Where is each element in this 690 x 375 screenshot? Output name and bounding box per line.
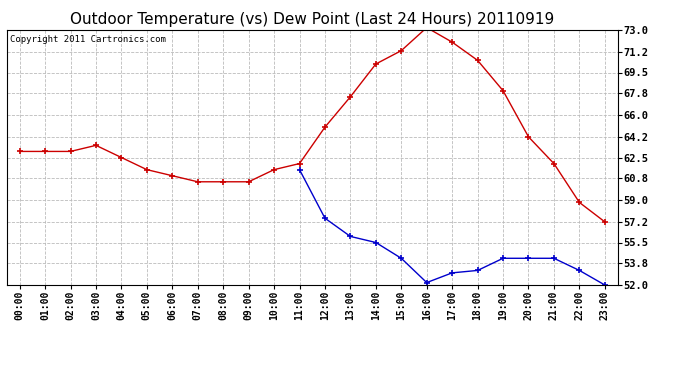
Title: Outdoor Temperature (vs) Dew Point (Last 24 Hours) 20110919: Outdoor Temperature (vs) Dew Point (Last… [70, 12, 554, 27]
Text: Copyright 2011 Cartronics.com: Copyright 2011 Cartronics.com [10, 35, 166, 44]
